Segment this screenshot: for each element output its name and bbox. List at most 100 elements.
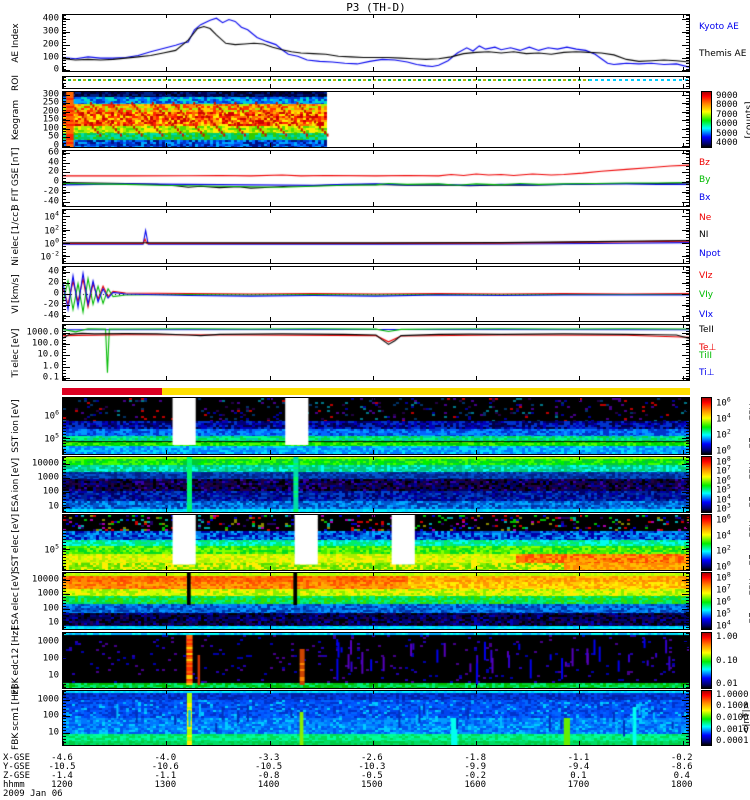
x-major-tick — [372, 508, 374, 512]
axis-row-label-z-gse: Z-GSE — [3, 771, 31, 781]
x-major-tick — [372, 77, 374, 80]
ytick-label: 60 — [48, 147, 59, 158]
x-major-tick — [476, 508, 478, 512]
ytick-label: 0 — [53, 140, 59, 151]
ylabel-sst_ion: SSTion[eV] — [10, 399, 21, 453]
x-major-tick — [579, 84, 581, 88]
ytick-label: 104 — [44, 209, 59, 223]
colorbar-unit-keogram: [counts] — [744, 100, 750, 139]
axis-value-y_gse: -10.6 — [151, 762, 179, 772]
x-major-tick — [682, 67, 684, 71]
axis-value-y_gse: -9.9 — [464, 762, 486, 772]
x-major-tick — [269, 741, 271, 745]
x-major-tick — [372, 210, 374, 213]
x-major-tick — [682, 633, 684, 636]
y-major-tick — [682, 70, 689, 72]
ylabel-sst_elec: SSTelec[eV] — [10, 513, 21, 572]
x-major-tick — [63, 625, 64, 629]
panel-fbk_scm: 1000 100 10 FBKscm1[Hz] 1.0000 0.1000 0.0100 0.… — [11, 686, 750, 750]
colorbar-tick-label: 1.0000 — [716, 689, 749, 700]
x-major-tick — [476, 317, 478, 321]
y-major-tick — [682, 438, 689, 440]
y-minor-ticks-left — [63, 573, 66, 629]
ytick-label: -20 — [42, 186, 59, 197]
axis-row-label-x-gse: X-GSE — [3, 753, 31, 763]
y-major-tick — [682, 256, 689, 258]
x-major-tick — [63, 450, 64, 454]
axis-value-y_gse: -8.6 — [670, 762, 693, 772]
axis-value-x_gse: -1.8 — [464, 753, 486, 763]
x-major-tick — [372, 317, 374, 321]
x-major-tick — [63, 267, 64, 270]
x-major-tick — [476, 15, 478, 18]
ytick-label: 1000 — [37, 588, 59, 599]
axis-row-label-hhmm: hhmm — [3, 780, 25, 790]
y-major-tick — [63, 366, 70, 368]
colorbar-tick-label: 106 — [716, 512, 731, 526]
x-major-tick — [63, 15, 64, 18]
axis-value-y_gse: -9.4 — [567, 762, 590, 772]
legend-vix: VIx — [699, 309, 714, 320]
axis-value-hhmm: 1400 — [257, 780, 280, 790]
y-major-tick — [63, 658, 70, 660]
x-major-tick — [682, 573, 684, 576]
ytick-label: 100 — [42, 603, 59, 614]
y-major-tick — [63, 377, 70, 379]
colorbar-tick-label: 104 — [716, 618, 731, 632]
x-major-tick — [476, 202, 478, 206]
x-major-tick — [63, 515, 64, 518]
lineplot-vi — [63, 267, 689, 321]
ylabel-vi: VI[km/s] — [10, 274, 21, 314]
y-major-tick — [63, 229, 70, 231]
x-major-tick — [476, 457, 478, 460]
y-minor-ticks-right — [686, 633, 689, 688]
x-major-tick — [682, 515, 684, 518]
x-major-tick — [372, 566, 374, 570]
y-minor-ticks-left — [63, 515, 66, 570]
x-major-tick — [476, 450, 478, 454]
y-major-tick — [63, 716, 70, 718]
x-major-tick — [166, 684, 168, 688]
y-minor-ticks-left — [63, 92, 66, 147]
x-major-tick — [682, 450, 684, 454]
x-major-tick — [63, 325, 64, 328]
x-major-tick — [166, 625, 168, 629]
date-label: 2009 Jan 06 — [3, 789, 63, 799]
x-major-tick — [682, 457, 684, 460]
colorbar-tick-label: 108 — [716, 570, 731, 584]
x-major-tick — [269, 92, 271, 95]
x-major-tick — [682, 398, 684, 401]
ytick-label: 0 — [53, 64, 59, 75]
colorbar-fbk_scm — [701, 690, 712, 746]
ytick-label: 100 — [42, 123, 59, 134]
spectrogram-sst_elec — [63, 515, 689, 570]
x-major-tick — [476, 84, 478, 88]
x-major-tick — [579, 741, 581, 745]
y-major-tick — [682, 549, 689, 551]
x-major-tick — [166, 151, 168, 154]
y-major-tick — [682, 463, 689, 465]
x-major-tick — [269, 259, 271, 263]
y-major-tick — [63, 304, 70, 306]
colorbar-tick-label: 0.0100 — [716, 713, 749, 723]
y-major-tick — [63, 623, 70, 625]
x-major-tick — [682, 210, 684, 213]
x-major-tick — [269, 684, 271, 688]
ytick-label: -40 — [42, 196, 59, 207]
y-major-tick — [63, 128, 70, 130]
colorbar-tick-label: 102 — [716, 427, 731, 441]
x-major-tick — [63, 633, 64, 636]
x-major-tick — [166, 143, 168, 147]
y-minor-ticks-right — [686, 398, 689, 454]
axis-value-y_gse: -10.5 — [48, 762, 76, 772]
y-major-tick — [63, 70, 70, 72]
y-major-tick — [63, 137, 70, 139]
colorbar-tick-label: 0.01 — [716, 679, 738, 690]
ylabel-roi: ROI — [10, 74, 21, 91]
axis-value-z_gse: -1.4 — [51, 771, 73, 781]
y-major-tick — [63, 103, 70, 104]
y-major-tick — [682, 32, 689, 34]
x-major-tick — [63, 684, 64, 688]
axis-value-y_gse: -10.5 — [255, 762, 283, 772]
colorbar-tick-label: 4000 — [716, 138, 738, 149]
